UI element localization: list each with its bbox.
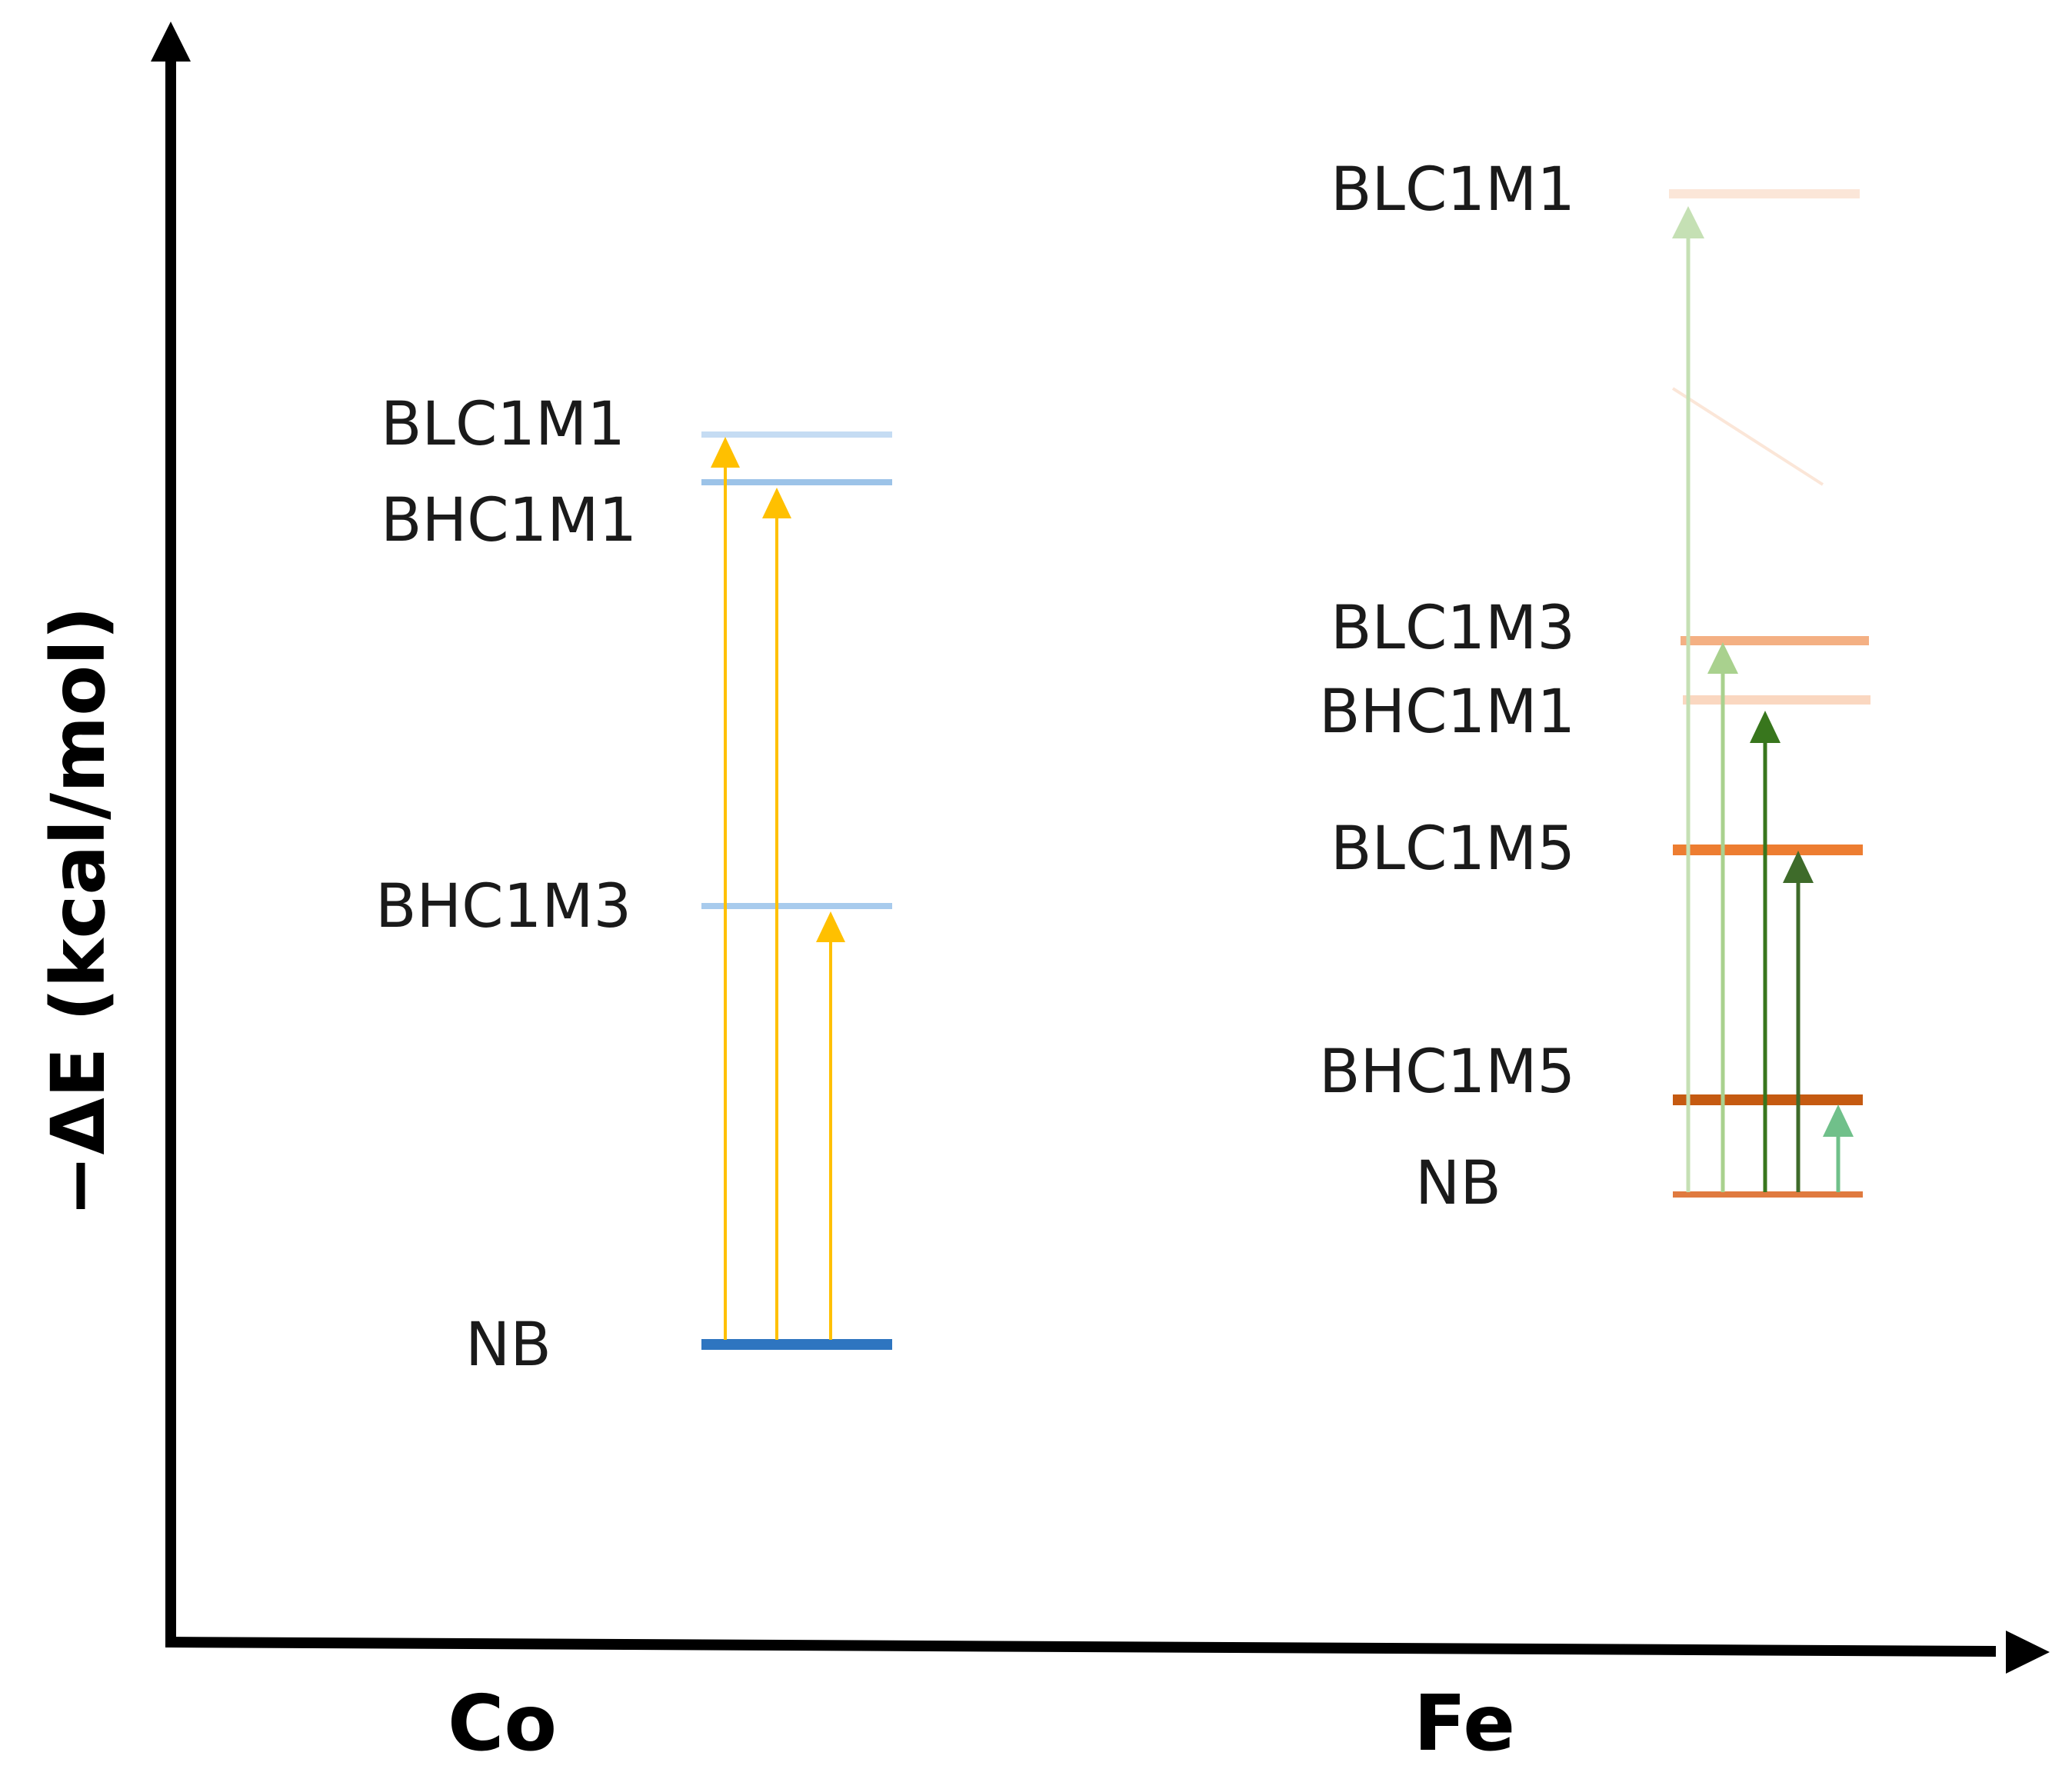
fe-label-blc1m5: BLC1M5	[1331, 815, 1575, 884]
fe-arrow-nb-to-bhc1m5	[1823, 1104, 1854, 1192]
co-label-bhc1m1: BHC1M1	[381, 486, 637, 555]
fe-label-bhc1m5: BHC1M5	[1319, 1038, 1575, 1107]
co-arrow-nb-to-bhc1m1	[762, 488, 791, 1340]
y-axis-title: −ΔE (kcal/mol)	[35, 606, 122, 1217]
fe-label-blc1m3: BLC1M3	[1331, 594, 1575, 663]
axes	[151, 22, 2050, 1674]
x-axis-arrowhead	[2006, 1631, 2050, 1674]
co-label-nb: NB	[465, 1311, 551, 1380]
y-axis-arrowhead	[151, 22, 191, 62]
co-arrow-nb-to-blc1m1	[711, 437, 740, 1340]
x-axis-line	[165, 1637, 1997, 1657]
fe-label-bhc1m1: BHC1M1	[1319, 678, 1575, 747]
fe-arrow-nb-to-blc1m1	[1672, 206, 1704, 1192]
co-column: BLC1M1 BHC1M1 BHC1M3 NB Co	[375, 390, 892, 1768]
fe-arrow-nb-to-blc1m5	[1783, 851, 1814, 1192]
fe-arrow-nb-to-bhc1m1	[1750, 711, 1781, 1192]
co-label-bhc1m3: BHC1M3	[375, 872, 631, 941]
fe-arrow-nb-to-blc1m3	[1707, 642, 1738, 1192]
fe-column: BLC1M1 BLC1M3 BHC1M1 BLC1M5 BHC1M5 NB Fe	[1319, 155, 1870, 1768]
fe-faint-connector	[1671, 387, 1824, 486]
co-label-blc1m1: BLC1M1	[381, 390, 625, 459]
co-category-label: Co	[448, 1678, 557, 1768]
fe-label-blc1m1: BLC1M1	[1331, 155, 1575, 225]
fe-category-label: Fe	[1414, 1678, 1515, 1768]
co-arrow-nb-to-bhc1m3	[816, 911, 845, 1340]
fe-label-nb: NB	[1415, 1149, 1501, 1218]
